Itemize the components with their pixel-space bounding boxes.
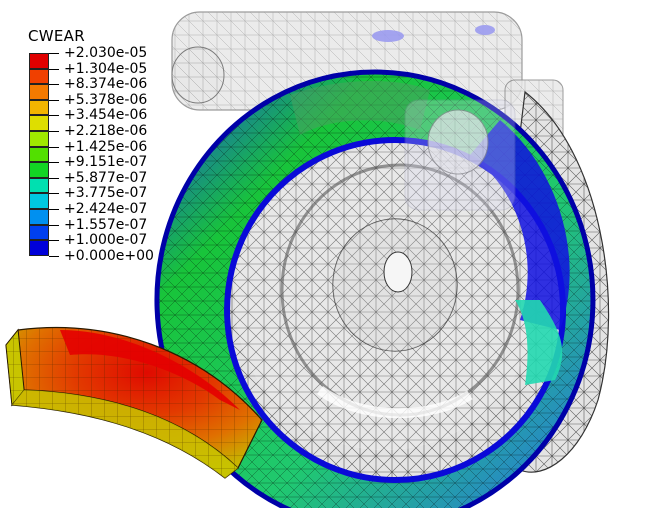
- legend-value: +1.425e-06: [64, 138, 148, 155]
- legend-value: +1.304e-05: [64, 60, 148, 77]
- legend-tick: [49, 162, 59, 164]
- legend-value: +5.877e-07: [64, 169, 148, 186]
- contour-legend: CWEAR +2.030e-05 +1.304e-05 +8.374e-06 +5.3…: [26, 26, 226, 263]
- legend-tick: [49, 177, 59, 179]
- legend-tick: [49, 131, 59, 132]
- brake-pad: [5, 326, 263, 479]
- legend-swatch: [29, 162, 49, 178]
- legend-tick: [49, 240, 59, 242]
- legend-value: +2.218e-06: [64, 123, 148, 139]
- legend-swatch: [29, 177, 49, 194]
- wear-ring: [154, 69, 596, 508]
- legend-value: +3.775e-07: [64, 185, 148, 202]
- legend-value: +0.000e+00: [64, 247, 154, 264]
- legend-tick: [49, 209, 59, 210]
- legend-tick: [49, 255, 59, 257]
- legend-swatch: [29, 146, 49, 163]
- legend-tick: [49, 115, 59, 117]
- legend-tick: [49, 193, 59, 195]
- legend-value: +5.378e-06: [64, 91, 148, 108]
- legend-swatch: [29, 224, 49, 241]
- legend-tick: [49, 146, 59, 148]
- legend-value: +1.000e-07: [64, 232, 148, 249]
- legend-title: CWEAR: [28, 27, 85, 45]
- legend-swatch: [29, 53, 49, 69]
- legend-tick: [49, 68, 59, 70]
- legend-value: +2.030e-05: [64, 45, 148, 61]
- legend-value: +3.454e-06: [64, 107, 148, 124]
- legend-tick: [49, 84, 59, 86]
- legend-swatch: [29, 209, 49, 225]
- legend-swatch: [29, 68, 49, 85]
- caliper-piston: [404, 99, 516, 211]
- legend-swatch: [29, 84, 49, 100]
- legend-value: +8.374e-06: [64, 76, 148, 93]
- legend-tick: [49, 53, 59, 54]
- legend-swatch: [29, 240, 49, 256]
- legend-tick: [49, 224, 59, 226]
- legend-value: +1.557e-07: [64, 216, 148, 233]
- legend-swatch: [29, 193, 49, 209]
- legend-swatch: [29, 115, 49, 131]
- legend-value: +2.424e-07: [64, 201, 148, 217]
- legend-tick: [49, 99, 59, 101]
- legend-value: +9.151e-07: [64, 154, 148, 171]
- legend-swatch: [29, 131, 49, 147]
- legend-swatch: [29, 99, 49, 116]
